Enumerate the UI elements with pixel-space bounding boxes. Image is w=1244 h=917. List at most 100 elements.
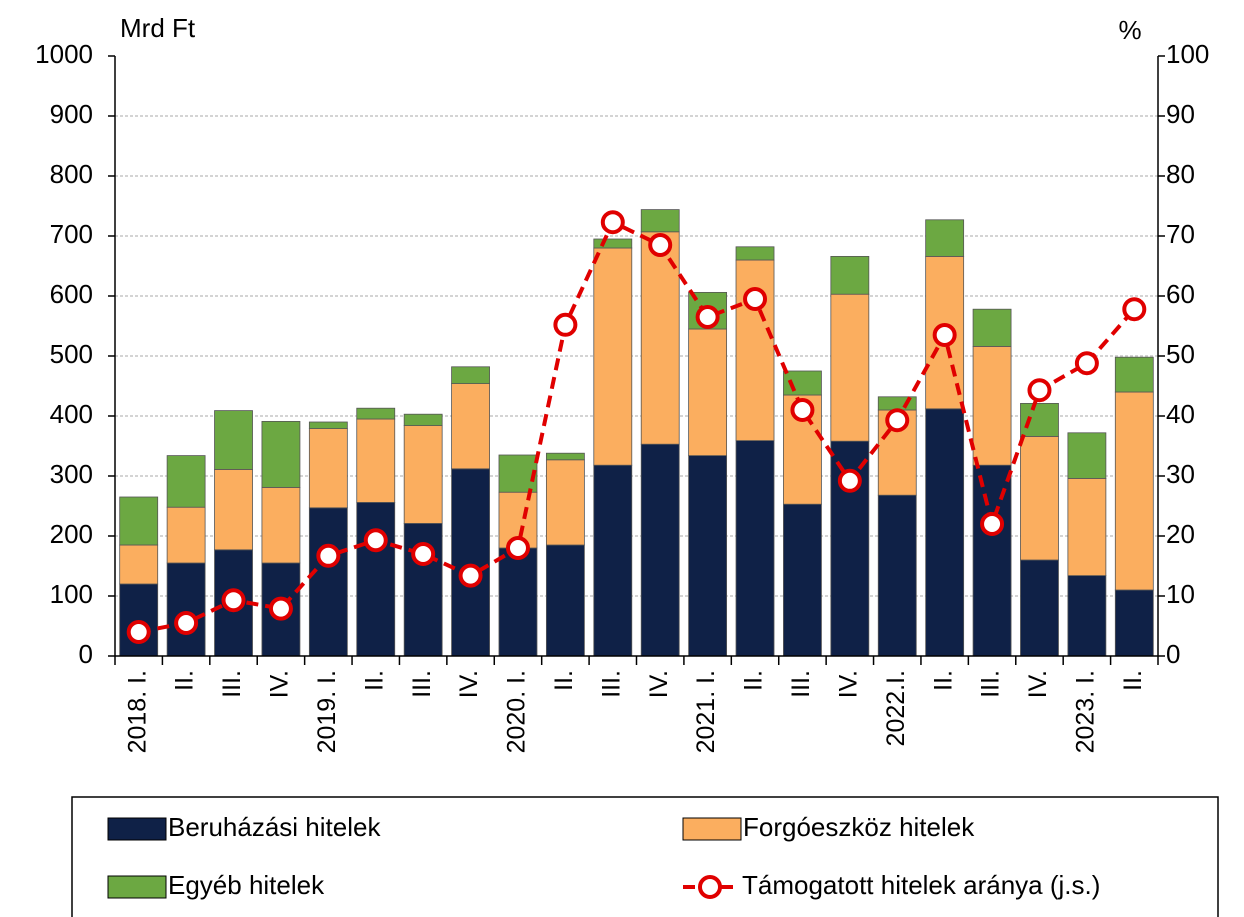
bar — [1067, 575, 1107, 657]
y2-axis-label: % — [1118, 15, 1141, 45]
x-tick-label: 2018. I. — [123, 670, 151, 753]
bar — [735, 440, 775, 657]
y2-tick-label: 60 — [1166, 279, 1195, 309]
bar — [688, 328, 728, 456]
line-marker — [505, 536, 530, 560]
bar — [783, 503, 822, 657]
legend-label: Támogatott hitelek aránya (j.s.) — [742, 870, 1100, 900]
bar — [972, 308, 1012, 347]
bar — [451, 366, 490, 384]
y-tick-label: 400 — [50, 399, 93, 429]
bar — [1114, 356, 1154, 393]
bar — [261, 486, 301, 564]
y-tick-label: 300 — [50, 459, 93, 489]
y-tick-label: 500 — [50, 339, 93, 369]
line-marker — [885, 408, 910, 433]
bar — [593, 238, 633, 249]
line-marker — [980, 512, 1005, 536]
legend-swatch — [682, 817, 742, 841]
line — [138, 219, 1136, 634]
legend-marker — [698, 875, 722, 899]
bar — [119, 496, 159, 546]
x-tick-label: II. — [740, 670, 768, 691]
bar — [1020, 402, 1059, 437]
x-tick-label: II. — [1119, 670, 1147, 691]
bar — [1020, 435, 1059, 561]
bar — [688, 455, 728, 657]
bar — [877, 494, 917, 657]
bar — [593, 247, 633, 466]
bar — [166, 455, 206, 508]
bar — [545, 452, 585, 461]
y2-tick-label: 70 — [1166, 219, 1195, 249]
x-tick-label: II. — [360, 670, 388, 691]
bar — [356, 501, 396, 657]
bar — [1020, 559, 1059, 657]
bar — [593, 464, 633, 657]
y-tick-label: 700 — [50, 219, 93, 249]
x-tick-label: IV. — [645, 670, 673, 698]
bar — [1067, 477, 1107, 576]
line-marker — [1027, 378, 1052, 403]
bar — [640, 209, 680, 233]
legend-box — [71, 796, 1219, 917]
bar — [1114, 391, 1154, 591]
x-tick-label: 2021. I. — [692, 670, 720, 753]
bar — [830, 255, 870, 295]
y2-tick-label: 40 — [1166, 399, 1195, 429]
x-tick-label: II. — [550, 670, 578, 691]
line-marker — [316, 543, 341, 568]
line-marker — [932, 323, 957, 347]
line-marker — [600, 210, 625, 235]
x-tick-label: IV. — [455, 670, 483, 698]
bar — [403, 413, 443, 427]
bar — [498, 547, 538, 657]
line-marker — [695, 305, 720, 329]
bar — [119, 544, 159, 585]
legend-swatch — [107, 817, 167, 841]
y-tick-label: 900 — [50, 99, 93, 129]
line-marker — [363, 528, 388, 553]
line-marker — [221, 588, 246, 613]
bar — [925, 408, 965, 657]
bar — [451, 468, 490, 657]
bar — [214, 468, 253, 551]
line-marker — [458, 563, 483, 588]
line-marker — [553, 312, 578, 337]
y-tick-label: 200 — [50, 519, 93, 549]
bar — [1114, 589, 1154, 657]
x-tick-label: IV. — [1024, 670, 1052, 698]
line-marker — [268, 596, 293, 621]
line-marker — [837, 468, 862, 493]
y2-tick-label: 90 — [1166, 99, 1195, 129]
y-tick-label: 1000 — [35, 39, 93, 69]
y2-tick-label: 10 — [1166, 579, 1195, 609]
bar — [1067, 432, 1107, 479]
bar — [403, 425, 443, 524]
line-marker — [174, 611, 199, 635]
bar — [308, 421, 348, 429]
y-axis-label: Mrd Ft — [120, 13, 196, 43]
x-tick-label: 2023. I. — [1071, 670, 1099, 753]
line-marker — [790, 398, 815, 422]
x-tick-label: IV. — [266, 670, 294, 698]
bar — [214, 410, 253, 470]
x-tick-label: II. — [929, 670, 957, 691]
legend-label: Beruházási hitelek — [168, 812, 381, 842]
line-marker — [411, 542, 436, 566]
bar — [640, 443, 680, 657]
bar — [545, 544, 585, 657]
x-tick-label: III. — [597, 670, 625, 698]
legend-label: Egyéb hitelek — [168, 870, 325, 900]
y2-tick-label: 80 — [1166, 159, 1195, 189]
y2-tick-label: 100 — [1166, 39, 1209, 69]
y-tick-label: 100 — [50, 579, 93, 609]
line-marker — [648, 233, 673, 257]
x-tick-label: III. — [787, 670, 815, 698]
x-tick-label: III. — [977, 670, 1005, 698]
x-tick-label: 2020. I. — [503, 670, 531, 753]
y-tick-label: 800 — [50, 159, 93, 189]
bar — [356, 418, 396, 503]
bar — [735, 246, 775, 261]
